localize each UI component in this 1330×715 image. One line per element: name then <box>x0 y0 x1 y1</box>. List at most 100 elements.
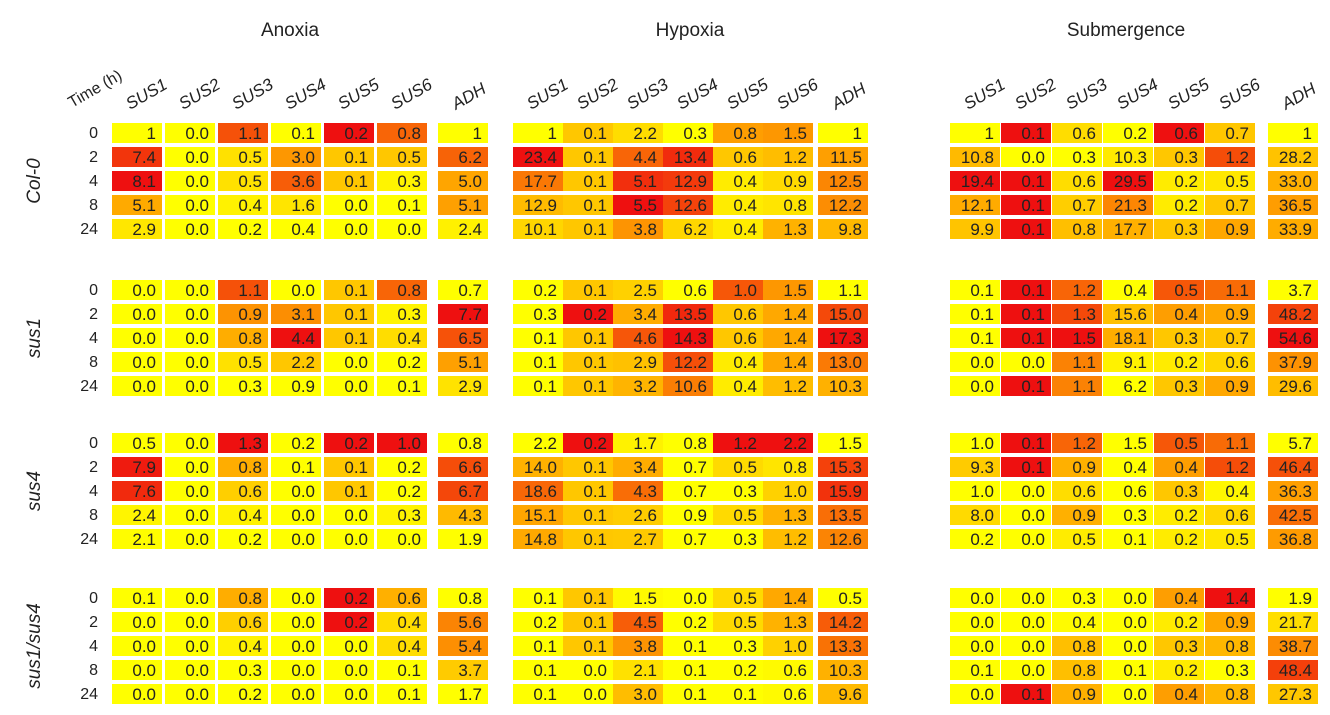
cell-value: 0.4 <box>238 506 262 525</box>
heatmap-cell <box>950 304 1000 324</box>
heatmap-cell <box>1052 457 1102 477</box>
heatmap-cell <box>1103 328 1153 348</box>
cell-value: 33.9 <box>1279 220 1312 239</box>
time-header: Time (h) <box>66 67 126 111</box>
cell-value: 3.1 <box>291 305 315 324</box>
heatmap-cell <box>763 505 813 525</box>
cell-value: 1.5 <box>1123 434 1147 453</box>
heatmap-cell <box>1154 195 1204 215</box>
heatmap-cell <box>513 280 563 300</box>
cell-value: 1.7 <box>458 685 482 704</box>
heatmap-cell <box>324 505 374 525</box>
heatmap-cell <box>713 529 763 549</box>
time-label: 24 <box>80 686 98 703</box>
heatmap-cell <box>613 195 663 215</box>
heatmap-cell <box>377 660 427 680</box>
cell-value: 0.3 <box>397 172 421 191</box>
heatmap-cell <box>1001 481 1051 501</box>
heatmap-cell <box>377 171 427 191</box>
heatmap-cell <box>218 636 268 656</box>
cell-value: 5.6 <box>458 613 482 632</box>
cell-value: 33.0 <box>1279 172 1312 191</box>
heatmap-cell <box>563 195 613 215</box>
cell-value: 0.7 <box>1225 124 1249 143</box>
heatmap-cell <box>377 612 427 632</box>
cell-value: 13.3 <box>829 637 862 656</box>
cell-value: 11.5 <box>830 148 862 167</box>
cell-value: 0.6 <box>1174 124 1198 143</box>
cell-value: 7.9 <box>132 458 156 477</box>
heatmap-cell <box>713 123 763 143</box>
cell-value: 0.9 <box>1225 220 1249 239</box>
heatmap-cell <box>950 219 1000 239</box>
heatmap-cell <box>1103 481 1153 501</box>
cell-value: 0.0 <box>970 377 994 396</box>
heatmap-cell <box>613 588 663 608</box>
heatmap-cell <box>513 636 563 656</box>
cell-value: 0.1 <box>583 329 607 348</box>
cell-value: 0.4 <box>733 196 757 215</box>
heatmap-cell <box>324 481 374 501</box>
cell-value: 9.1 <box>1123 353 1147 372</box>
cell-value: 1.0 <box>783 482 807 501</box>
cell-value: 4.6 <box>633 329 657 348</box>
heatmap-cell <box>271 684 321 704</box>
cell-value: 6.2 <box>683 220 707 239</box>
cell-value: 1.1 <box>1072 353 1096 372</box>
heatmap-cell <box>763 123 813 143</box>
heatmap-cell <box>438 123 488 143</box>
heatmap-cell <box>324 684 374 704</box>
heatmap-cell <box>818 219 868 239</box>
group-label-col-0: Col-0 <box>24 158 45 204</box>
cell-value: 2.1 <box>132 530 156 549</box>
cell-value: 0.0 <box>185 434 209 453</box>
cell-value: 0.2 <box>291 434 315 453</box>
heatmap-cell <box>513 147 563 167</box>
heatmap-cell <box>563 352 613 372</box>
heatmap-cell <box>324 171 374 191</box>
heatmap-cell <box>613 219 663 239</box>
heatmap-cell <box>513 123 563 143</box>
heatmap-cell <box>1268 588 1318 608</box>
cell-value: 0.1 <box>683 661 707 680</box>
cell-value: 1.2 <box>783 377 807 396</box>
cell-value: 2.9 <box>633 353 657 372</box>
heatmap-cell <box>1001 352 1051 372</box>
cell-value: 0.0 <box>344 530 368 549</box>
heatmap-cell <box>763 304 813 324</box>
cell-value: 0.1 <box>583 196 607 215</box>
heatmap-cell <box>1103 660 1153 680</box>
heatmap-cell <box>663 147 713 167</box>
heatmap-cell <box>1052 481 1102 501</box>
heatmap-cell <box>1001 171 1051 191</box>
cell-value: 2.2 <box>533 434 557 453</box>
heatmap-cell <box>950 147 1000 167</box>
heatmap-cell <box>438 612 488 632</box>
heatmap-cell <box>513 588 563 608</box>
cell-value: 0.5 <box>733 458 757 477</box>
heatmap-cell <box>218 457 268 477</box>
heatmap-cell <box>1205 505 1255 525</box>
heatmap-cell <box>1205 660 1255 680</box>
cell-value: 0.1 <box>733 685 757 704</box>
heatmap-cell <box>1103 147 1153 167</box>
gene-header-adh: ADH <box>1278 79 1320 114</box>
heatmap-cell <box>513 352 563 372</box>
cell-value: 1 <box>147 124 156 143</box>
heatmap-cell <box>271 636 321 656</box>
cell-value: 1.1 <box>838 281 862 300</box>
cell-value: 38.7 <box>1279 637 1312 656</box>
cell-value: 0.1 <box>533 353 557 372</box>
cell-value: 1.5 <box>1072 329 1096 348</box>
heatmap-cell <box>818 588 868 608</box>
heatmap-cell <box>1001 505 1051 525</box>
cell-value: 2.9 <box>132 220 156 239</box>
heatmap-cell <box>563 481 613 501</box>
gene-header-sus3: SUS3 <box>624 75 672 114</box>
heatmap-cell <box>1052 352 1102 372</box>
heatmap-cell <box>1052 304 1102 324</box>
cell-value: 1.3 <box>1072 305 1096 324</box>
cell-value: 1.1 <box>1225 281 1249 300</box>
heatmap-cell <box>1205 219 1255 239</box>
cell-value: 2.2 <box>291 353 315 372</box>
